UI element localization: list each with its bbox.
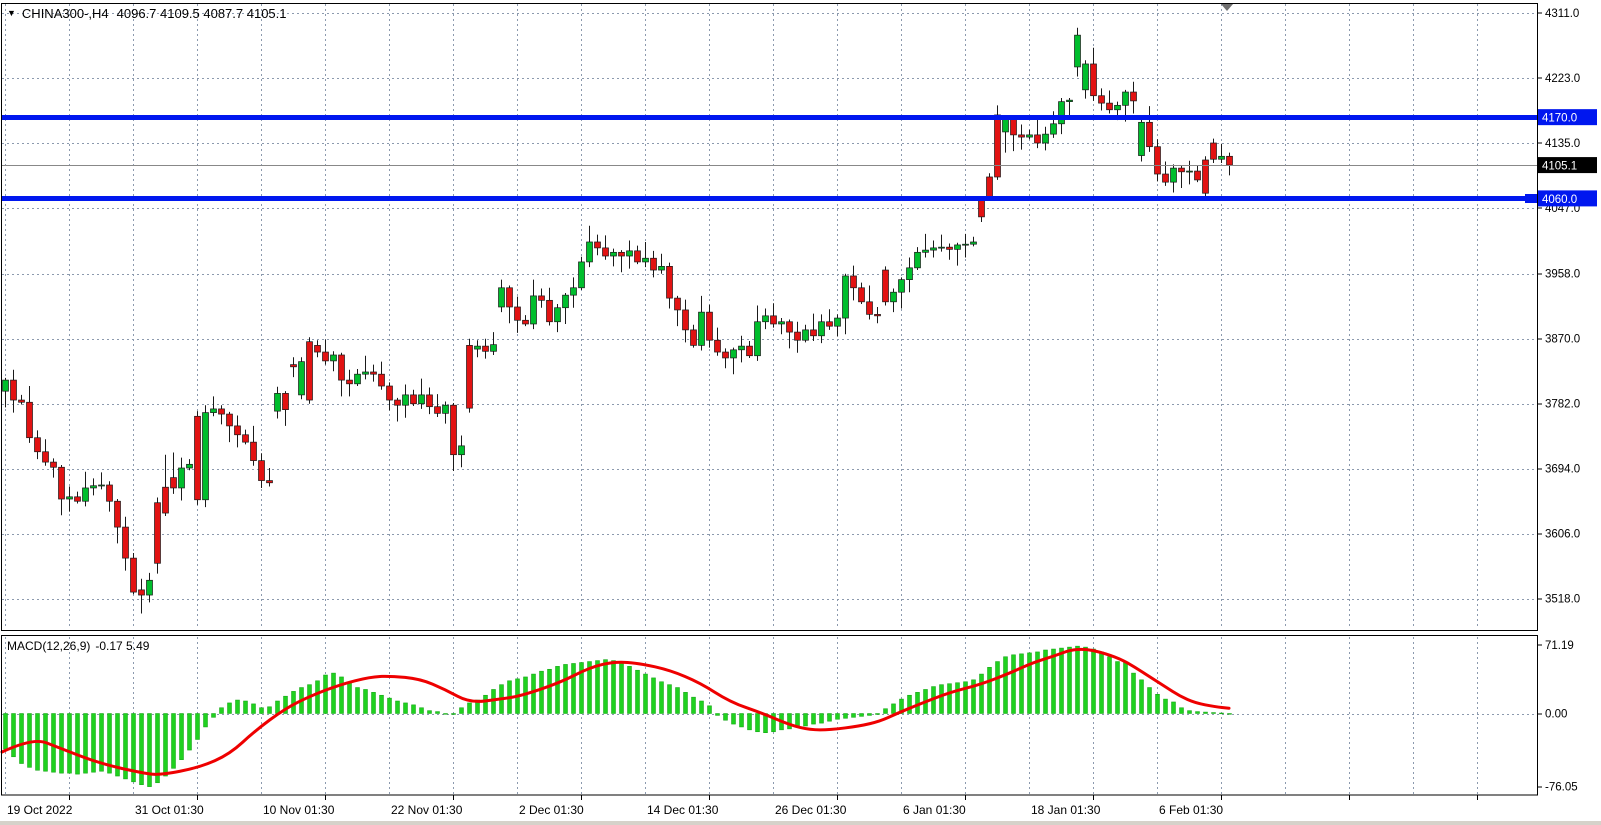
hline-price-badge-text: 4060.0 [1542,194,1577,206]
hline-price-badge [1538,190,1597,207]
macd-signal-line [0,647,1231,776]
time-axis-label: 18 Jan 01:30 [1031,803,1101,817]
ohlc-values: 4096.7 4109.5 4087.7 4105.1 [116,6,287,21]
time-axis-label: 26 Dec 01:30 [775,803,847,817]
price-axis-label: 3870.0 [1545,334,1580,346]
current-price-badge-text: 4105.1 [1542,161,1577,173]
price-axis-label: 4223.0 [1545,73,1580,85]
time-axis-label: 6 Jan 01:30 [903,803,966,817]
macd-panel-border [1,635,1538,796]
macd-histogram [3,645,1232,787]
time-axis-label: 19 Oct 2022 [7,803,73,817]
price-axis-label: 4311.0 [1545,8,1579,20]
price-axis-label: 4135.0 [1545,138,1580,150]
main-panel-border [1,3,1538,631]
macd-axis-label: -76.05 [1545,782,1578,794]
price-axis-label: 3958.0 [1545,269,1580,281]
price-axis-label: 3694.0 [1545,464,1580,476]
indicator-values: -0.17 5.49 [95,639,150,653]
time-axis[interactable]: 19 Oct 2022 31 Oct 01:30 10 Nov 01:30 22 No… [7,795,1478,817]
price-axis[interactable]: 4311.04223.04135.04047.03958.03870.03782… [1537,8,1597,794]
symbol-timeframe-label: CHINA300-,H4 [21,6,109,21]
chart-title: ▼ CHINA300-,H4 4096.7 4109.5 4087.7 4105.1 [7,6,287,21]
gridlines [2,4,1537,794]
symbol-dropdown-icon[interactable]: ▼ [7,8,16,18]
hline-price-badge [1538,109,1597,126]
indicator-name: MACD(12,26,9) [7,639,91,653]
window-bottom-edge [0,821,1601,825]
time-axis-label: 31 Oct 01:30 [135,803,204,817]
time-axis-label: 6 Feb 01:30 [1159,803,1223,817]
price-axis-label: 3518.0 [1545,594,1580,606]
chart-shift-marker-icon[interactable] [1221,4,1233,11]
hline-stub [1525,194,1538,203]
price-axis-label: 3782.0 [1545,399,1580,411]
hline-price-badge-text: 4170.0 [1542,113,1577,125]
price-axis-label: 3606.0 [1545,529,1580,541]
time-axis-label: 2 Dec 01:30 [519,803,584,817]
time-axis-label: 14 Dec 01:30 [647,803,719,817]
current-price-badge [1538,157,1597,174]
candlestick-series [2,27,1233,614]
time-axis-label: 10 Nov 01:30 [263,803,335,817]
time-axis-label: 22 Nov 01:30 [391,803,463,817]
macd-axis-label: 0.00 [1545,709,1567,721]
macd-label: MACD(12,26,9) -0.17 5.49 [7,639,149,653]
macd-axis-label: 71.19 [1545,640,1574,652]
